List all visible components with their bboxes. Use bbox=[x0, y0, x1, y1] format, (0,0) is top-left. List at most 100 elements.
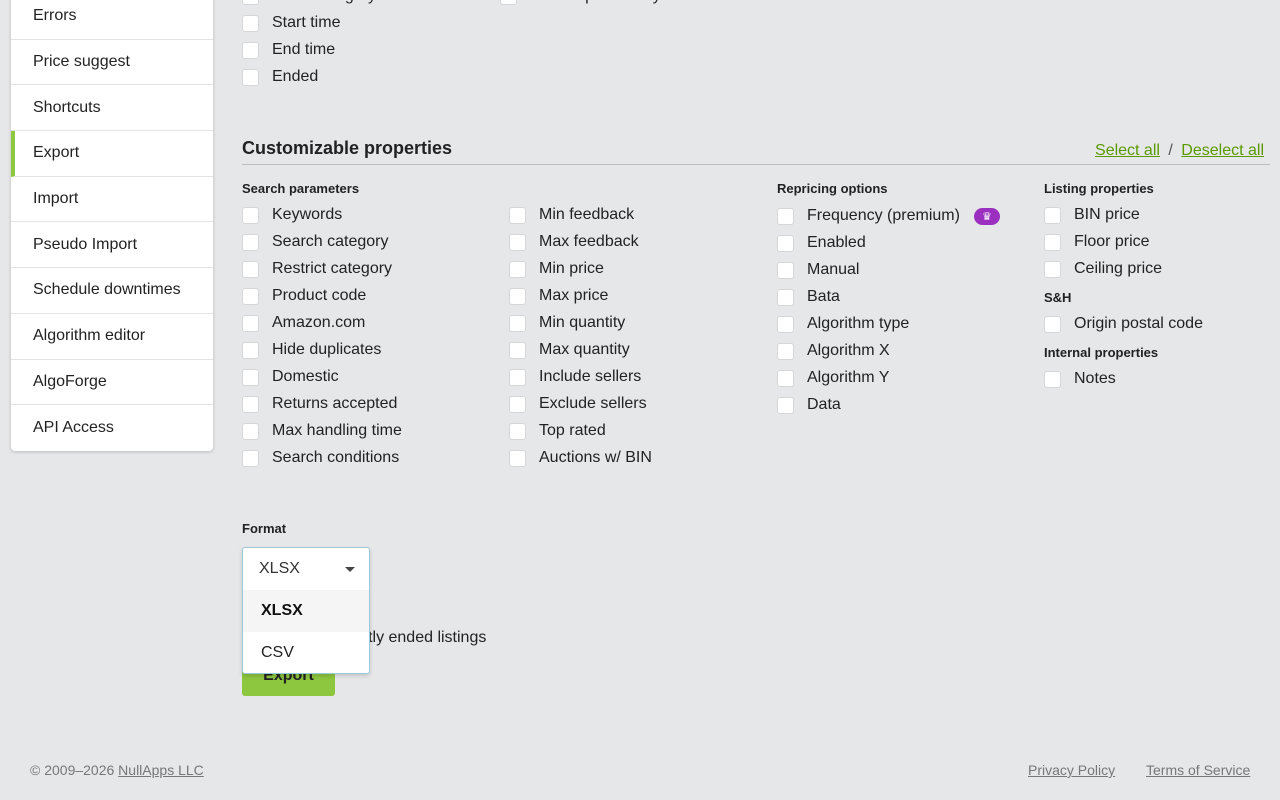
sidebar-item-export[interactable]: Export bbox=[11, 131, 213, 177]
checkbox-bin-price[interactable]: BIN price bbox=[1044, 205, 1140, 225]
checkbox-box[interactable] bbox=[1044, 315, 1061, 333]
checkbox-include-sellers[interactable]: Include sellers bbox=[509, 367, 641, 387]
checkbox-min-price[interactable]: Min price bbox=[509, 259, 604, 279]
checkbox-box[interactable] bbox=[509, 314, 526, 332]
checkbox-box[interactable] bbox=[777, 261, 794, 279]
checkbox-floor-price[interactable]: Floor price bbox=[1044, 232, 1150, 252]
checkbox-box[interactable] bbox=[242, 341, 259, 359]
checkbox-lowest-price-ebay[interactable]: Lowest price eBay bbox=[500, 0, 661, 6]
checkbox-box[interactable] bbox=[1044, 370, 1061, 388]
checkbox-box[interactable] bbox=[777, 342, 794, 360]
checkbox-box[interactable] bbox=[242, 449, 259, 467]
checkbox-box[interactable] bbox=[509, 449, 526, 467]
checkbox-box[interactable] bbox=[509, 341, 526, 359]
checkbox-box[interactable] bbox=[777, 234, 794, 252]
checkbox-max-handling-time[interactable]: Max handling time bbox=[242, 421, 402, 441]
checkbox-box[interactable] bbox=[509, 260, 526, 278]
checkbox-box[interactable] bbox=[777, 369, 794, 387]
checkbox-origin-postal-code[interactable]: Origin postal code bbox=[1044, 314, 1203, 334]
checkbox-top-rated[interactable]: Top rated bbox=[509, 421, 606, 441]
checkbox-label: Restrict category bbox=[272, 260, 393, 277]
checkbox-box[interactable] bbox=[777, 288, 794, 306]
checkbox-algorithm-x[interactable]: Algorithm X bbox=[777, 341, 890, 361]
checkbox-label: Bata bbox=[807, 288, 840, 305]
checkbox-start-time[interactable]: Start time bbox=[242, 13, 340, 33]
checkbox-label: Notes bbox=[1074, 370, 1116, 387]
checkbox-box[interactable] bbox=[777, 315, 794, 333]
checkbox-min-quantity[interactable]: Min quantity bbox=[509, 313, 625, 333]
sidebar-item-price-suggest[interactable]: Price suggest bbox=[11, 40, 213, 86]
sidebar-item-api-access[interactable]: API Access bbox=[33, 419, 114, 437]
checkbox-box[interactable] bbox=[242, 0, 259, 5]
checkbox-box[interactable] bbox=[500, 0, 517, 5]
checkbox-box[interactable] bbox=[509, 287, 526, 305]
checkbox-max-price[interactable]: Max price bbox=[509, 286, 608, 306]
checkbox-algorithm-type[interactable]: Algorithm type bbox=[777, 314, 909, 334]
checkbox-hide-duplicates[interactable]: Hide duplicates bbox=[242, 340, 381, 360]
checkbox-box[interactable] bbox=[242, 314, 259, 332]
checkbox-box[interactable] bbox=[242, 14, 259, 32]
checkbox-amazon-com[interactable]: Amazon.com bbox=[242, 313, 365, 333]
company-link[interactable]: NullApps LLC bbox=[118, 762, 204, 778]
format-option-csv[interactable]: CSV bbox=[261, 644, 294, 661]
checkbox-box[interactable] bbox=[242, 287, 259, 305]
checkbox-box[interactable] bbox=[509, 422, 526, 440]
checkbox-ended[interactable]: Ended bbox=[242, 67, 318, 87]
checkbox-store-category-2[interactable]: Store category 2 bbox=[242, 0, 389, 6]
checkbox-frequency-premium-[interactable]: Frequency (premium) ♛ bbox=[777, 206, 1000, 226]
sidebar-item-import[interactable]: Import bbox=[11, 177, 213, 223]
checkbox-box[interactable] bbox=[242, 368, 259, 386]
checkbox-restrict-category[interactable]: Restrict category bbox=[242, 259, 392, 279]
checkbox-box[interactable] bbox=[1044, 206, 1061, 224]
checkbox-box[interactable] bbox=[1044, 260, 1061, 278]
checkbox-box[interactable] bbox=[242, 422, 259, 440]
format-select[interactable]: XLSX XLSX CSV bbox=[242, 547, 370, 674]
checkbox-data[interactable]: Data bbox=[777, 395, 841, 415]
checkbox-box[interactable] bbox=[509, 233, 526, 251]
checkbox-ceiling-price[interactable]: Ceiling price bbox=[1044, 259, 1162, 279]
checkbox-enabled[interactable]: Enabled bbox=[777, 233, 866, 253]
sidebar-item-algoforge[interactable]: AlgoForge bbox=[11, 360, 213, 406]
select-all-link[interactable]: Select all bbox=[1095, 142, 1160, 159]
deselect-all-link[interactable]: Deselect all bbox=[1181, 142, 1264, 159]
checkbox-label: Returns accepted bbox=[272, 395, 398, 412]
heading-internal-properties: Internal properties bbox=[1044, 345, 1159, 360]
sidebar-item-pseudo-import[interactable]: Pseudo Import bbox=[11, 222, 213, 269]
sidebar-item-schedule-downtimes[interactable]: Schedule downtimes bbox=[11, 268, 213, 314]
checkbox-max-quantity[interactable]: Max quantity bbox=[509, 340, 630, 360]
checkbox-box[interactable] bbox=[242, 260, 259, 278]
checkbox-max-feedback[interactable]: Max feedback bbox=[509, 232, 639, 252]
checkbox-box[interactable] bbox=[509, 206, 526, 224]
checkbox-box[interactable] bbox=[242, 41, 259, 59]
checkbox-box[interactable] bbox=[1044, 233, 1061, 251]
checkbox-box[interactable] bbox=[777, 396, 794, 414]
checkbox-box[interactable] bbox=[777, 207, 794, 225]
checkbox-notes[interactable]: Notes bbox=[1044, 369, 1116, 389]
format-select-value[interactable]: XLSX bbox=[243, 548, 369, 590]
sidebar-item-algorithm-editor[interactable]: Algorithm editor bbox=[11, 314, 213, 360]
checkbox-search-category[interactable]: Search category bbox=[242, 232, 389, 252]
sidebar-item-shortcuts[interactable]: Shortcuts bbox=[11, 85, 213, 132]
checkbox-domestic[interactable]: Domestic bbox=[242, 367, 339, 387]
checkbox-box[interactable] bbox=[509, 368, 526, 386]
checkbox-end-time[interactable]: End time bbox=[242, 40, 335, 60]
terms-link[interactable]: Terms of Service bbox=[1146, 762, 1251, 778]
checkbox-algorithm-y[interactable]: Algorithm Y bbox=[777, 368, 889, 388]
checkbox-exclude-sellers[interactable]: Exclude sellers bbox=[509, 394, 647, 414]
checkbox-product-code[interactable]: Product code bbox=[242, 286, 366, 306]
checkbox-keywords[interactable]: Keywords bbox=[242, 205, 342, 225]
checkbox-returns-accepted[interactable]: Returns accepted bbox=[242, 394, 397, 414]
checkbox-box[interactable] bbox=[242, 206, 259, 224]
checkbox-manual[interactable]: Manual bbox=[777, 260, 859, 280]
checkbox-bata[interactable]: Bata bbox=[777, 287, 840, 307]
checkbox-search-conditions[interactable]: Search conditions bbox=[242, 448, 399, 468]
checkbox-box[interactable] bbox=[242, 395, 259, 413]
checkbox-min-feedback[interactable]: Min feedback bbox=[509, 205, 634, 225]
checkbox-box[interactable] bbox=[509, 395, 526, 413]
checkbox-box[interactable] bbox=[242, 68, 259, 86]
privacy-link[interactable]: Privacy Policy bbox=[1028, 762, 1116, 778]
checkbox-box[interactable] bbox=[242, 233, 259, 251]
checkbox-auctions-w-bin[interactable]: Auctions w/ BIN bbox=[509, 448, 652, 468]
format-option-xlsx[interactable]: XLSX bbox=[243, 590, 369, 632]
sidebar-item-errors[interactable]: Errors bbox=[11, 0, 213, 40]
